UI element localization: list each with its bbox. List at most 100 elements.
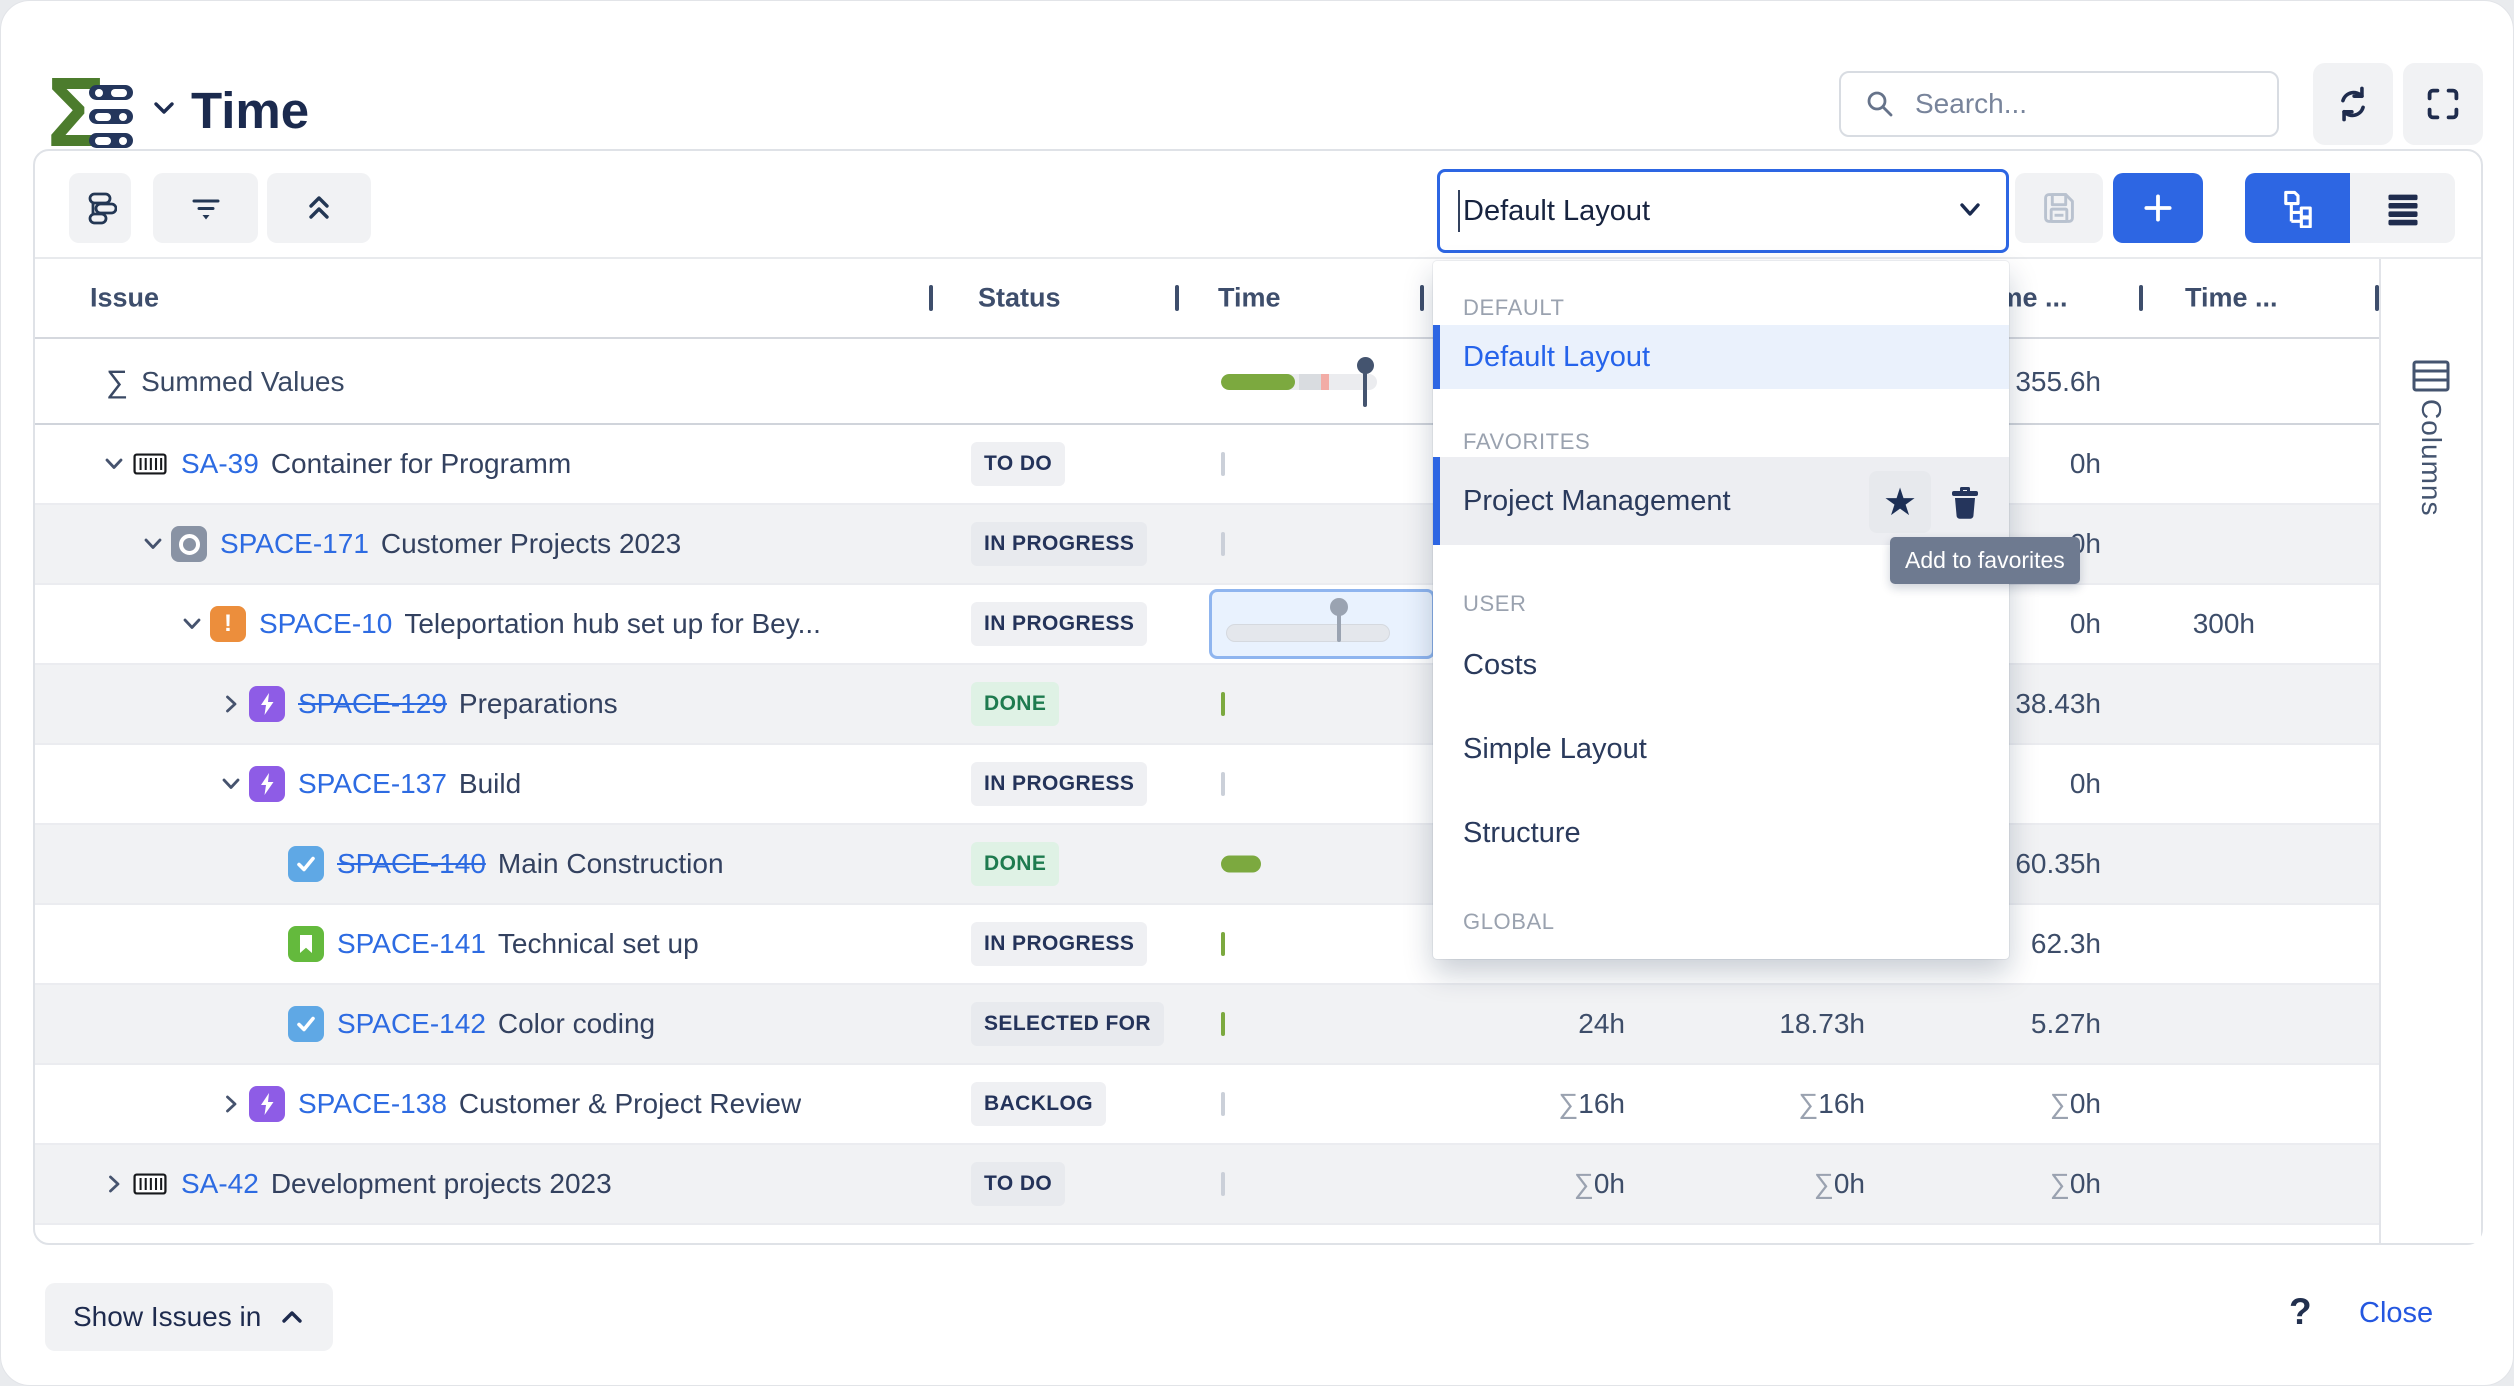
collapse-expander-icon[interactable] — [101, 451, 127, 477]
layout-option-simple-layout[interactable]: Simple Layout — [1433, 713, 2009, 785]
fullscreen-button[interactable] — [2403, 63, 2483, 145]
expand-expander-icon[interactable] — [218, 1091, 244, 1117]
time-value: ∑0h — [2049, 1168, 2101, 1199]
issue-row-space-129[interactable]: SPACE-129 Preparations DONE 38.43h — [35, 665, 2379, 745]
layout-select[interactable]: Default Layout — [1437, 169, 2009, 253]
slider-pin[interactable] — [1337, 610, 1341, 642]
status-badge: IN PROGRESS — [971, 602, 1148, 646]
logo-bar-icon — [89, 109, 133, 124]
layout-option-structure[interactable]: Structure — [1433, 797, 2009, 869]
issue-key-link[interactable]: SPACE-142 — [337, 1008, 486, 1039]
layout-option-default-layout[interactable]: Default Layout — [1433, 325, 2009, 389]
bolt-purple-issue-type-icon — [249, 686, 285, 722]
issue-cell: SPACE-140 Main Construction — [35, 825, 724, 903]
save-icon — [2044, 193, 2074, 223]
issue-key-link[interactable]: SPACE-129 — [298, 688, 447, 719]
add-to-favorites-tooltip: Add to favorites — [1890, 537, 2080, 584]
expander-spacer — [257, 931, 283, 957]
slider-pink-segment — [1321, 374, 1329, 390]
issue-key-link[interactable]: SPACE-171 — [220, 528, 369, 559]
issue-key-link[interactable]: SPACE-138 — [298, 1088, 447, 1119]
slider-green-segment — [1221, 374, 1295, 390]
group-by-button[interactable] — [69, 173, 131, 243]
layout-select-value: Default Layout — [1463, 194, 1651, 227]
time-value: 300h — [2192, 608, 2255, 639]
help-button[interactable]: ? — [2289, 1291, 2312, 1332]
save-layout-button[interactable] — [2015, 173, 2103, 243]
slider-pin-head[interactable] — [1357, 357, 1374, 374]
bookmark-green-issue-type-icon — [288, 926, 324, 962]
summed-values-row: ∑ Summed Values 355.6h — [35, 341, 2379, 425]
logo-bar-icon — [89, 85, 133, 100]
expand-expander-icon[interactable] — [101, 1171, 127, 1197]
column-resize-handle[interactable] — [929, 285, 933, 311]
filter-icon — [192, 199, 219, 220]
columns-panel-toggle[interactable]: Columns — [2379, 259, 2481, 1243]
issue-key-link[interactable]: SPACE-10 — [259, 608, 393, 639]
issue-row-space-138[interactable]: SPACE-138 Customer & Project Review BACKLO… — [35, 1065, 2379, 1145]
add-layout-button[interactable] — [2113, 173, 2203, 243]
collapse-expander-icon[interactable] — [140, 531, 166, 557]
summed-values-label: Summed Values — [141, 366, 345, 397]
layout-option-label: Project Management — [1463, 484, 1731, 517]
status-badge: TO DO — [971, 1162, 1066, 1206]
list-icon — [2387, 194, 2418, 226]
issue-summary: Preparations — [458, 688, 618, 719]
status-badge: DONE — [971, 682, 1060, 726]
delete-layout-trash-icon[interactable] — [1945, 483, 1985, 523]
issue-row-space-142[interactable]: SPACE-142 Color coding SELECTED FOR 24h 18.7… — [35, 985, 2379, 1065]
logo-bar-icon — [89, 133, 133, 148]
list-view-button[interactable] — [2350, 173, 2455, 243]
fullscreen-icon — [2427, 88, 2459, 120]
column-header-issue[interactable]: Issue — [90, 282, 160, 313]
issue-row-sa-42[interactable]: SA-42 Development projects 2023 TO DO ∑0h ∑0… — [35, 1145, 2379, 1225]
collapse-expander-icon[interactable] — [179, 611, 205, 637]
column-resize-handle[interactable] — [1420, 285, 1424, 311]
column-resize-handle[interactable] — [2375, 285, 2379, 311]
column-resize-handle[interactable] — [1175, 285, 1179, 311]
collapse-all-button[interactable] — [267, 173, 371, 243]
filter-button[interactable] — [153, 173, 258, 243]
issue-row-space-137[interactable]: SPACE-137 Build IN PROGRESS 0h — [35, 745, 2379, 825]
show-issues-in-button[interactable]: Show Issues in — [45, 1283, 334, 1351]
issue-key-link[interactable]: SPACE-140 — [337, 848, 486, 879]
issue-summary: Customer Projects 2023 — [380, 528, 682, 559]
issue-row-space-140[interactable]: SPACE-140 Main Construction DONE 60.35h — [35, 825, 2379, 905]
issue-row-sa-39[interactable]: SA-39 Container for Programm TO DO 0h — [35, 425, 2379, 505]
issue-cell: SA-39 Container for Programm — [35, 425, 571, 503]
close-button[interactable]: Close — [2359, 1297, 2434, 1329]
expander-spacer — [257, 1011, 283, 1037]
time-value: 24h — [1578, 1008, 1625, 1039]
column-header-time[interactable]: Time — [1218, 282, 1281, 313]
issue-key-link[interactable]: SPACE-137 — [298, 768, 447, 799]
hierarchy-view-button[interactable] — [2245, 173, 2350, 243]
time-value: 0h — [2069, 608, 2101, 639]
selected-time-cell[interactable] — [1209, 589, 1435, 659]
collapse-expander-icon[interactable] — [218, 771, 244, 797]
issue-key-link[interactable]: SA-39 — [181, 448, 259, 479]
issue-summary: Technical set up — [497, 928, 699, 959]
issue-row-space-10[interactable]: ! SPACE-10 Teleportation hub set up for Be… — [35, 585, 2379, 665]
group-by-icon — [88, 192, 117, 225]
issue-key-link[interactable]: SPACE-141 — [337, 928, 486, 959]
issue-key-link[interactable]: SA-42 — [181, 1168, 259, 1199]
sigma-prefix-icon: ∑ — [2049, 1168, 2070, 1199]
show-issues-in-label: Show Issues in — [73, 1301, 262, 1332]
add-to-favorites-star-icon[interactable]: ★ — [1869, 471, 1931, 533]
slider-pin[interactable] — [1363, 367, 1367, 407]
search-input[interactable]: Search... — [1839, 71, 2279, 137]
column-resize-handle[interactable] — [2139, 285, 2143, 311]
slider-pin-head[interactable] — [1330, 598, 1348, 616]
expand-expander-icon[interactable] — [218, 691, 244, 717]
status-badge: TO DO — [971, 442, 1066, 486]
app-switcher-chevron-icon[interactable] — [151, 99, 177, 124]
column-header-time[interactable]: Time ... — [2185, 282, 2278, 313]
layout-option-costs[interactable]: Costs — [1433, 629, 2009, 701]
sigma-prefix-icon: ∑ — [1558, 1088, 1579, 1119]
issue-summary: Development projects 2023 — [270, 1168, 612, 1199]
refresh-button[interactable] — [2313, 63, 2393, 145]
summed-time-slider[interactable] — [1221, 357, 1393, 407]
column-header-status[interactable]: Status — [978, 282, 1061, 313]
